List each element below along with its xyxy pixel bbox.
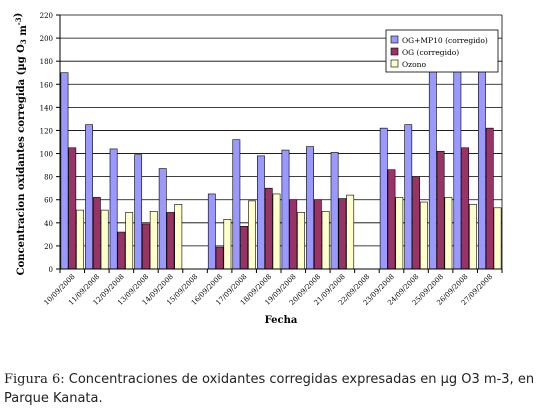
y-axis-label-part: ): [13, 13, 24, 18]
bar: [461, 147, 470, 270]
bar: [232, 139, 241, 270]
bar: [264, 187, 273, 270]
legend-label: OG (corregido): [402, 48, 459, 57]
bar: [166, 212, 175, 270]
bar: [60, 72, 69, 270]
y-tick-label: 180: [40, 58, 53, 66]
bar: [149, 210, 158, 270]
bar: [428, 62, 437, 270]
bar: [76, 209, 84, 270]
caption-text: Concentraciones de oxidantes corregidas …: [4, 372, 535, 406]
bar-chart: 0 20 40 60 80 100 120 140 160 180 200 220 10/09/200…: [13, 12, 503, 326]
bar: [321, 210, 330, 270]
bar: [92, 197, 101, 270]
bar: [478, 38, 486, 270]
y-tick-label: 200: [40, 35, 53, 43]
bar: [469, 204, 477, 270]
bar: [125, 212, 134, 270]
y-tick-label: 40: [44, 220, 53, 228]
y-tick-labels: 0 20 40 60 80 100 120 140 160 180 200 220: [40, 12, 53, 274]
y-tick-label: 60: [44, 197, 53, 205]
bar: [387, 169, 396, 270]
bar: [85, 124, 93, 270]
x-tick-labels: 10/09/200811/09/200812/09/200813/09/2008…: [42, 273, 494, 307]
legend-label: Ozono: [402, 60, 426, 69]
bar: [134, 154, 143, 270]
y-axis-label-part: 3: [19, 39, 28, 44]
y-tick-label: 140: [40, 104, 53, 112]
bar: [330, 152, 339, 270]
bar: [313, 199, 322, 270]
bar: [297, 212, 305, 270]
bar: [395, 197, 404, 270]
bar: [240, 225, 249, 270]
bar: [281, 149, 290, 270]
y-axis-label: Concentracion oxidantes corregida (µg O3…: [13, 13, 29, 276]
bar: [493, 207, 502, 270]
bar: [68, 147, 77, 270]
bar: [338, 198, 347, 270]
legend-swatch: [390, 59, 399, 68]
bar: [207, 193, 216, 270]
x-axis-label: Fecha: [265, 315, 298, 326]
bar: [306, 146, 314, 270]
y-axis-label-part: Concentracion oxidantes corregida (µg O: [16, 44, 27, 275]
bar: [485, 127, 494, 270]
y-tick-label: 160: [40, 81, 53, 89]
bar: [379, 127, 388, 270]
bar: [453, 37, 462, 270]
bar: [436, 150, 445, 270]
bar: [289, 199, 298, 270]
bar: [444, 197, 453, 270]
figure-caption: Figura 6: Concentraciones de oxidantes c…: [4, 370, 538, 408]
bar: [419, 201, 428, 270]
caption-label: Figura 6:: [4, 372, 65, 387]
legend-label: OG+MP10 (corregido): [402, 36, 488, 45]
bar: [412, 176, 420, 270]
bar: [109, 148, 118, 270]
bar: [404, 124, 413, 270]
y-tick-label: 220: [40, 12, 53, 20]
legend-box: [385, 29, 499, 73]
legend-swatch: [390, 47, 399, 56]
y-tick-label: 100: [40, 151, 53, 159]
legend-swatch: [390, 35, 399, 44]
y-tick-label: 120: [40, 127, 53, 135]
bar: [248, 200, 256, 270]
y-tick-label: 0: [49, 266, 53, 274]
y-axis-label-part: m: [18, 25, 29, 39]
y-tick-label: 20: [44, 243, 53, 251]
axes: [56, 14, 503, 273]
bar: [142, 223, 150, 270]
y-tick-label: 80: [44, 174, 53, 182]
bar: [174, 204, 183, 270]
y-axis-label-part: -3: [14, 17, 23, 25]
bar: [346, 194, 355, 270]
bar: [223, 219, 232, 270]
bar: [272, 193, 281, 270]
bar: [117, 231, 126, 270]
bar: [257, 155, 265, 270]
bar: [215, 246, 224, 270]
legend: OG+MP10 (corregido) OG (corregido) Ozono: [385, 29, 499, 73]
bar: [158, 168, 167, 270]
bar: [100, 209, 109, 270]
